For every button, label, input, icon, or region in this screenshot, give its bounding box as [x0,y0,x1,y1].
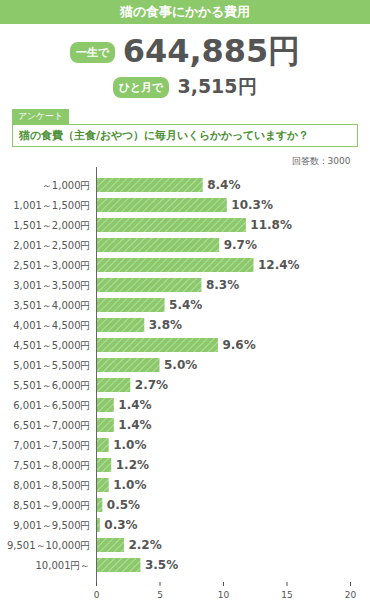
svg-text:10: 10 [218,590,230,600]
svg-text:5.0%: 5.0% [164,358,197,372]
svg-text:0: 0 [94,590,100,600]
svg-text:7,001～7,500円: 7,001～7,500円 [13,440,90,451]
svg-text:6,501～7,000円: 6,501～7,000円 [13,420,90,431]
svg-text:4,001～4,500円: 4,001～4,500円 [13,320,90,331]
html-text:一生で: 一生で [75,45,109,59]
svg-text:2.2%: 2.2% [128,538,161,552]
svg-text:9,501～10,000円: 9,501～10,000円 [7,540,91,551]
svg-text:0.3%: 0.3% [104,518,137,532]
html-text:猫の食費（主食/おやつ）に毎月いくらかかっていますか？: 猫の食費（主食/おやつ）に毎月いくらかかっていますか？ [19,129,309,142]
svg-text:5,001～5,500円: 5,001～5,500円 [13,360,90,371]
svg-text:1.0%: 1.0% [113,478,146,492]
html-text:644,885円: 644,885円 [122,32,301,70]
svg-text:2,001～2,500円: 2,001～2,500円 [13,240,90,251]
html-text:3,515円: 3,515円 [177,75,257,97]
html-text:猫の食事にかかる費用: 猫の食事にかかる費用 [120,4,250,19]
html-text:アンケート: アンケート [18,111,63,121]
svg-text:5.4%: 5.4% [169,298,202,312]
svg-text:4,501～5,000円: 4,501～5,000円 [13,340,90,351]
svg-text:2.7%: 2.7% [135,378,168,392]
svg-text:回答数：3000: 回答数：3000 [292,156,351,166]
svg-text:3.8%: 3.8% [149,318,182,332]
svg-text:5: 5 [157,590,163,600]
svg-text:1,001～1,500円: 1,001～1,500円 [13,200,90,211]
svg-text:6,001～6,500円: 6,001～6,500円 [13,400,90,411]
svg-text:1,501～2,000円: 1,501～2,000円 [13,220,90,231]
svg-text:7,501～8,000円: 7,501～8,000円 [13,460,90,471]
svg-text:5,501～6,000円: 5,501～6,000円 [13,380,90,391]
svg-text:8,501～9,000円: 8,501～9,000円 [13,500,90,511]
svg-text:9,001～9,500円: 9,001～9,500円 [13,520,90,531]
html-text:ひと月で: ひと月で [119,80,164,94]
svg-text:9.6%: 9.6% [222,338,255,352]
svg-text:8.3%: 8.3% [206,278,239,292]
svg-text:1.0%: 1.0% [113,438,146,452]
svg-text:8.4%: 8.4% [207,178,240,192]
svg-text:11.8%: 11.8% [250,218,292,232]
svg-text:9.7%: 9.7% [224,238,257,252]
svg-text:2,501～3,000円: 2,501～3,000円 [13,260,90,271]
svg-text:1.4%: 1.4% [118,398,151,412]
svg-text:3,501～4,000円: 3,501～4,000円 [13,300,90,311]
svg-text:～1,000円: ～1,000円 [42,180,91,191]
svg-text:10.3%: 10.3% [231,198,273,212]
svg-text:1.4%: 1.4% [118,418,151,432]
svg-text:0.5%: 0.5% [107,498,140,512]
svg-text:10,001円～: 10,001円～ [36,560,91,571]
svg-text:20: 20 [345,590,357,600]
svg-text:15: 15 [281,590,292,600]
svg-text:1.2%: 1.2% [116,458,149,472]
svg-text:12.4%: 12.4% [258,258,300,272]
svg-text:8,001～8,500円: 8,001～8,500円 [13,480,90,491]
svg-text:3,001～3,500円: 3,001～3,500円 [13,280,90,291]
svg-text:3.5%: 3.5% [145,558,178,572]
